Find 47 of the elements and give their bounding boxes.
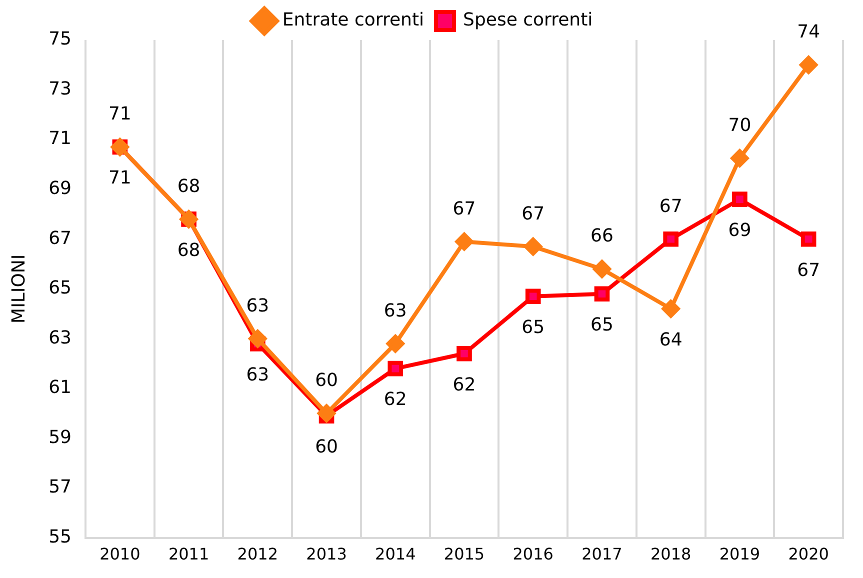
y-tick-label: 57: [48, 476, 72, 498]
data-label: 67: [797, 260, 820, 281]
x-tick-label: 2017: [582, 544, 622, 564]
data-label: 60: [315, 370, 338, 392]
y-tick-label: 67: [48, 228, 72, 249]
y-tick-label: 55: [48, 526, 72, 548]
y-tick-label: 61: [48, 377, 72, 398]
data-label: 65: [522, 317, 545, 338]
y-tick-label: 75: [48, 28, 72, 50]
y-tick-label: 63: [48, 327, 72, 348]
data-label: 65: [590, 314, 614, 336]
data-label: 62: [384, 389, 407, 410]
data-label: 67: [522, 203, 545, 224]
x-tick-label: 2012: [237, 544, 278, 564]
x-tick-label: 2016: [512, 544, 554, 564]
data-label: 67: [452, 198, 476, 220]
data-label: 67: [659, 196, 682, 217]
y-tick-label: 73: [48, 78, 72, 100]
data-label: 64: [659, 329, 682, 350]
legend-label: Entrate correnti: [282, 10, 424, 31]
y-tick-label: 69: [48, 178, 72, 200]
data-label: 63: [384, 300, 407, 322]
y-axis-title: MILIONI: [8, 254, 30, 324]
x-tick-label: 2015: [444, 544, 485, 564]
x-tick-label: 2010: [100, 544, 140, 564]
x-tick-label: 2020: [788, 544, 829, 564]
x-tick-label: 2019: [719, 544, 760, 564]
x-tick-label: 2013: [306, 544, 347, 564]
data-label: 70: [728, 114, 752, 136]
data-label: 74: [797, 22, 820, 43]
data-label: 69: [728, 220, 752, 241]
y-tick-label: 71: [48, 128, 72, 150]
data-label: 71: [108, 168, 132, 189]
x-tick-label: 2018: [650, 544, 692, 564]
data-label: 71: [108, 104, 132, 125]
data-label: 63: [246, 295, 270, 316]
data-label: 68: [177, 176, 200, 197]
y-tick-label: 65: [48, 278, 72, 299]
x-tick-label: 2011: [168, 544, 210, 564]
data-label: 63: [246, 364, 270, 386]
data-label: 68: [177, 240, 200, 261]
data-label: 66: [590, 226, 614, 247]
x-tick-label: 2014: [375, 544, 416, 564]
y-tick-label: 59: [48, 426, 72, 448]
data-label: 62: [452, 374, 476, 396]
legend-label: Spese correnti: [463, 10, 593, 31]
data-label: 60: [315, 436, 338, 458]
